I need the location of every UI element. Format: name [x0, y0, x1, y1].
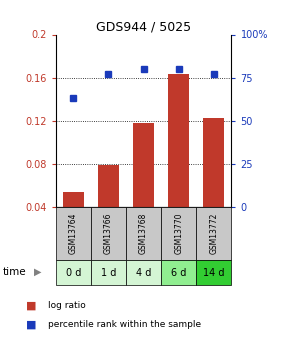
Text: 14 d: 14 d — [203, 268, 225, 277]
Bar — [133, 123, 154, 207]
Text: 4 d: 4 d — [136, 268, 151, 277]
Bar — [56, 260, 91, 285]
Bar — [91, 260, 126, 285]
Bar — [98, 165, 119, 207]
Bar — [126, 207, 161, 260]
Bar — [203, 118, 224, 207]
Bar — [196, 207, 231, 260]
Title: GDS944 / 5025: GDS944 / 5025 — [96, 20, 191, 33]
Bar — [126, 260, 161, 285]
Text: percentile rank within the sample: percentile rank within the sample — [48, 320, 202, 329]
Text: 6 d: 6 d — [171, 268, 186, 277]
Text: time: time — [3, 267, 27, 277]
Text: GSM13766: GSM13766 — [104, 213, 113, 255]
Text: 1 d: 1 d — [101, 268, 116, 277]
Text: ■: ■ — [26, 300, 37, 310]
Text: 0 d: 0 d — [66, 268, 81, 277]
Bar — [161, 260, 196, 285]
Bar — [91, 207, 126, 260]
Text: ▶: ▶ — [34, 267, 41, 277]
Text: GSM13770: GSM13770 — [174, 213, 183, 255]
Bar — [63, 192, 84, 207]
Bar — [168, 75, 189, 207]
Bar — [161, 207, 196, 260]
Text: log ratio: log ratio — [48, 301, 86, 310]
Bar — [56, 207, 91, 260]
Text: GSM13772: GSM13772 — [209, 213, 218, 254]
Bar — [196, 260, 231, 285]
Text: GSM13764: GSM13764 — [69, 213, 78, 255]
Text: GSM13768: GSM13768 — [139, 213, 148, 254]
Text: ■: ■ — [26, 319, 37, 329]
